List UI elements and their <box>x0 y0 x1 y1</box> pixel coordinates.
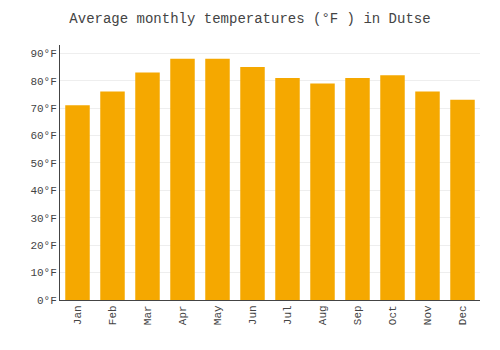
svg-text:Mar: Mar <box>142 305 154 325</box>
svg-text:60°F: 60°F <box>30 130 56 142</box>
svg-text:80°F: 80°F <box>30 76 56 88</box>
svg-text:Oct: Oct <box>387 305 399 325</box>
svg-text:Jul: Jul <box>282 305 294 325</box>
svg-text:Feb: Feb <box>107 305 119 325</box>
svg-text:Dec: Dec <box>457 305 469 325</box>
svg-text:Jun: Jun <box>247 305 259 325</box>
svg-text:Aug: Aug <box>317 305 329 325</box>
svg-text:70°F: 70°F <box>30 103 56 115</box>
svg-text:Nov: Nov <box>422 305 434 325</box>
svg-text:Average monthly temperatures (: Average monthly temperatures (°F ) in Du… <box>69 11 430 27</box>
svg-text:Jan: Jan <box>72 305 84 325</box>
svg-text:10°F: 10°F <box>30 267 56 279</box>
svg-text:20°F: 20°F <box>30 240 56 252</box>
svg-text:Apr: Apr <box>177 305 189 325</box>
svg-text:90°F: 90°F <box>30 48 56 60</box>
svg-text:30°F: 30°F <box>30 213 56 225</box>
svg-text:May: May <box>212 305 224 325</box>
svg-text:50°F: 50°F <box>30 158 56 170</box>
svg-text:40°F: 40°F <box>30 185 56 197</box>
svg-text:0°F: 0°F <box>37 295 57 307</box>
svg-text:Sep: Sep <box>352 305 364 325</box>
